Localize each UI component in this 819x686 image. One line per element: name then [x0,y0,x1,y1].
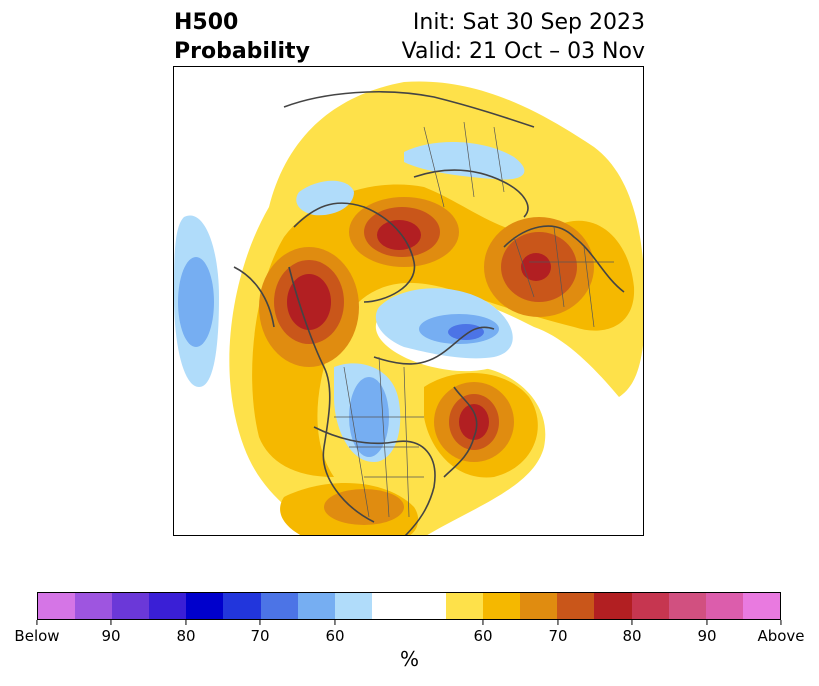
colorbar-swatch [75,593,113,619]
title-variable: H500 [174,10,239,35]
colorbar-swatch [742,593,780,619]
colorbar-tick-label: 70 [548,620,568,645]
probability-map [173,66,644,536]
colorbar-swatch [408,593,447,619]
colorbar-swatch [223,593,261,619]
colorbar-ticks: Below 90 80 70 60 60 70 80 90 Above [14,620,805,648]
above-normal-zone-80-urals [521,253,551,281]
colorbar-swatch [112,593,150,619]
map-dates: Init: Sat 30 Sep 2023 Valid: 21 Oct – 03… [402,8,645,66]
colorbar-tick-label: 80 [176,620,196,645]
colorbar-tick-label: 70 [250,620,270,645]
colorbar-swatch [371,593,409,619]
colorbar-swatch [483,593,521,619]
colorbar-swatch [668,593,706,619]
colorbar-tick-label: 90 [697,620,717,645]
valid-range: Valid: 21 Oct – 03 Nov [401,39,645,64]
init-date: Init: Sat 30 Sep 2023 [412,10,645,35]
map-canvas [174,81,643,535]
colorbar-swatch [631,593,669,619]
colorbar [37,592,781,620]
map-title: H500 Probability [174,8,310,66]
below-normal-zone-greenland [296,180,354,216]
colorbar-swatch [520,593,558,619]
colorbar-tick-label: Below [14,620,60,645]
colorbar-swatch [334,593,372,619]
above-normal-zone-80-bering [377,220,421,250]
colorbar-swatch [705,593,743,619]
colorbar-tick-label: 60 [473,620,493,645]
colorbar-tick-label: 60 [325,620,345,645]
below-normal-zone-pacific-60 [178,257,214,347]
colorbar-unit-label: % [399,647,419,671]
colorbar-tick-label: 80 [622,620,642,645]
colorbar-swatch [260,593,298,619]
above-normal-zone-70-mexico [324,489,404,525]
above-normal-zone-80-alaska [287,274,331,330]
below-normal-zone-arctic-70 [448,324,484,340]
coastlines [233,91,625,535]
colorbar-tick-label: 90 [101,620,121,645]
colorbar-swatch [186,593,224,619]
colorbar-tick-label: Above [757,620,805,645]
colorbar-swatch [594,593,632,619]
colorbar-swatch [446,593,484,619]
colorbar-swatch [297,593,335,619]
colorbar-swatch [557,593,595,619]
colorbar-swatch [38,593,76,619]
above-normal-zone-80-hudson [459,404,489,440]
country-borders [334,121,614,518]
title-product: Probability [174,39,310,64]
colorbar-swatch [149,593,187,619]
below-normal-zone-northern-europe [404,141,525,180]
